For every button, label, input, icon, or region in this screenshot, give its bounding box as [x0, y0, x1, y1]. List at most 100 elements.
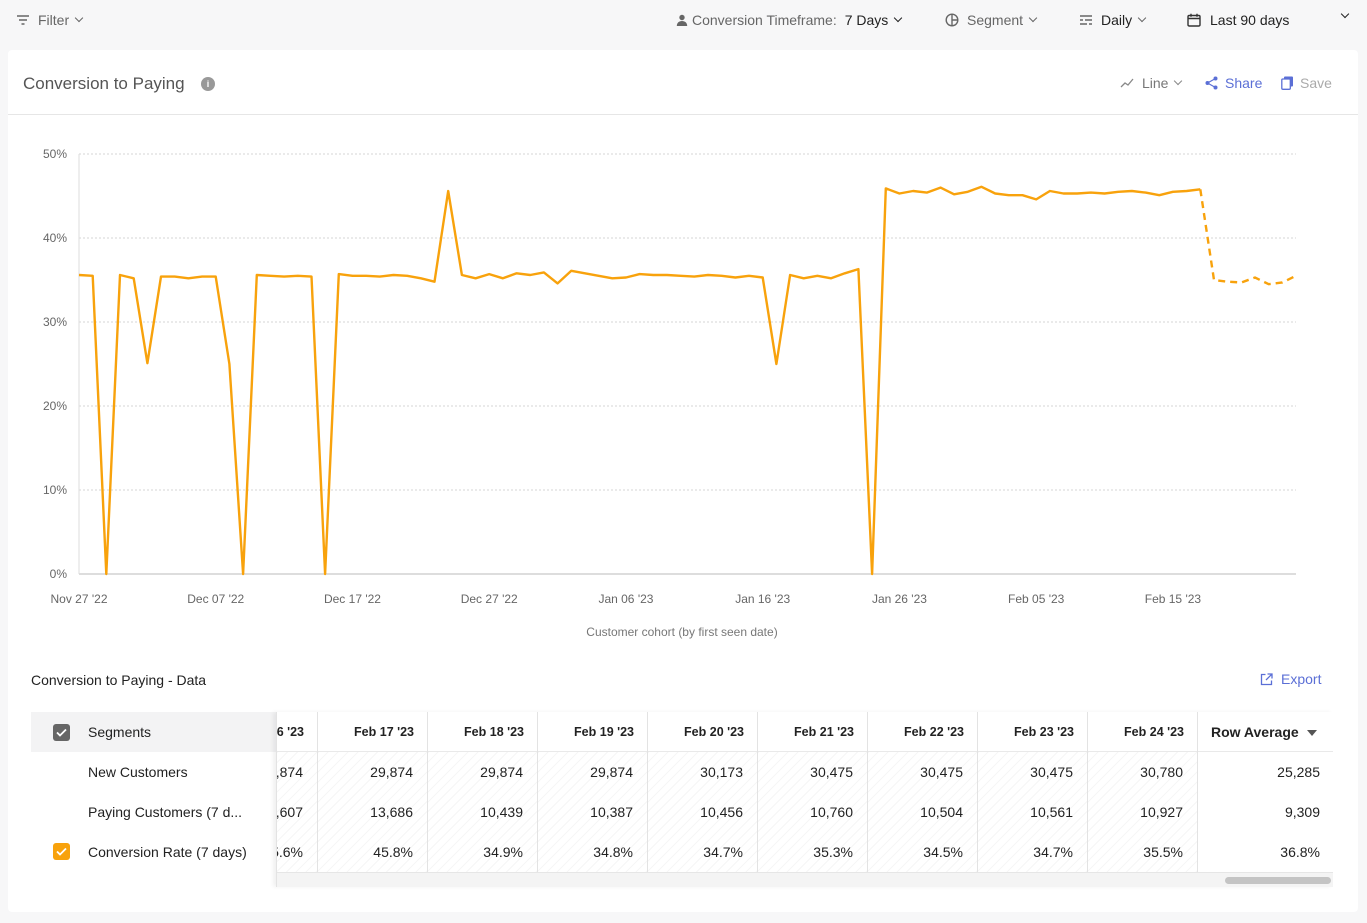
- table-cell: 34.8%: [593, 844, 633, 860]
- person-icon: [676, 14, 688, 26]
- table-cell: 29,874: [480, 764, 523, 780]
- date-range-label: Last 90 days: [1210, 12, 1290, 28]
- column-header[interactable]: Feb 19 '23: [538, 712, 647, 752]
- check-icon: [56, 847, 67, 856]
- y-tick-label: 10%: [43, 483, 67, 497]
- row-average-cell: 36.8%: [1280, 844, 1320, 860]
- x-tick-label: Jan 26 '23: [872, 592, 927, 606]
- table-cell: 29,874: [276, 764, 303, 780]
- check-icon: [56, 728, 67, 737]
- x-axis-title: Customer cohort (by first seen date): [586, 625, 777, 639]
- table-column: Feb 23 '23 30,475 10,561 34.7%: [978, 712, 1088, 872]
- segment-dropdown[interactable]: Segment: [945, 10, 1038, 30]
- chart-type-label: Line: [1142, 75, 1169, 91]
- table-column: Feb 22 '23 30,475 10,504 34.5%: [868, 712, 978, 872]
- table-cell: 10,456: [700, 804, 743, 820]
- table-cell: 34.9%: [483, 844, 523, 860]
- segment-icon: [945, 13, 959, 27]
- y-tick-label: 50%: [43, 147, 67, 161]
- x-tick-label: Jan 06 '23: [598, 592, 653, 606]
- y-tick-label: 30%: [43, 315, 67, 329]
- column-header[interactable]: Feb 17 '23: [318, 712, 427, 752]
- select-all-checkbox[interactable]: [53, 724, 70, 741]
- table-cell: 45.8%: [373, 844, 413, 860]
- table-cell: 30,780: [1140, 764, 1183, 780]
- table-cell: 34.7%: [703, 844, 743, 860]
- table-cell: 30,475: [1030, 764, 1073, 780]
- table-cell: 30,475: [920, 764, 963, 780]
- column-header[interactable]: Feb 18 '23: [428, 712, 537, 752]
- table-cell: 35.5%: [1143, 844, 1183, 860]
- table-cell: 10,927: [1140, 804, 1183, 820]
- x-tick-label: Dec 17 '22: [324, 592, 381, 606]
- column-header[interactable]: Feb 16 '23: [277, 712, 317, 752]
- table-column: Feb 16 '23 29,874 13,607 45.6%: [276, 712, 318, 872]
- table-cell: 10,387: [590, 804, 633, 820]
- table-column: Feb 20 '23 30,173 10,456 34.7%: [648, 712, 758, 872]
- x-tick-label: Feb 15 '23: [1145, 592, 1202, 606]
- conversion-rate-checkbox[interactable]: [53, 843, 70, 860]
- table-cell: 29,874: [370, 764, 413, 780]
- interval-icon: [1080, 15, 1092, 25]
- table-column: Feb 17 '23 29,874 13,686 45.8%: [318, 712, 428, 872]
- external-link-icon: [1260, 672, 1273, 685]
- column-header[interactable]: Feb 20 '23: [648, 712, 757, 752]
- table-cell: 30,475: [810, 764, 853, 780]
- save-copy-icon: [1281, 76, 1293, 90]
- table-column: Feb 19 '23 29,874 10,387 34.8%: [538, 712, 648, 872]
- row-average-label: Row Average: [1211, 724, 1299, 740]
- table-column: Feb 21 '23 30,475 10,760 35.3%: [758, 712, 868, 872]
- table-cell: 10,439: [480, 804, 523, 820]
- filter-button[interactable]: Filter: [16, 10, 84, 30]
- column-header[interactable]: Feb 21 '23: [758, 712, 867, 752]
- segment-row-paying-customers: Paying Customers (7 d...: [88, 804, 243, 820]
- column-header[interactable]: Feb 24 '23: [1088, 712, 1197, 752]
- date-range-dropdown[interactable]: Last 90 days: [1187, 9, 1352, 30]
- timeframe-label: Conversion Timeframe:: [692, 12, 837, 28]
- share-label: Share: [1225, 75, 1263, 91]
- scrollbar-thumb[interactable]: [1225, 877, 1331, 884]
- table-cell: 34.5%: [923, 844, 963, 860]
- series-projected-line: [1199, 189, 1297, 286]
- data-table-scroll-area[interactable]: Feb 16 '23 29,874 13,607 45.6% Feb 17 '23 29,…: [276, 712, 1333, 887]
- info-icon[interactable]: i: [201, 77, 215, 91]
- table-column: Feb 18 '23 29,874 10,439 34.9%: [428, 712, 538, 872]
- card-header: Conversion to Paying i Line Share Save: [8, 50, 1358, 115]
- table-cell: 10,504: [920, 804, 963, 820]
- chart-type-dropdown[interactable]: Line: [1120, 74, 1183, 92]
- card-title: Conversion to Paying: [23, 74, 185, 93]
- interval-label: Daily: [1101, 12, 1133, 28]
- y-tick-label: 40%: [43, 231, 67, 245]
- export-button[interactable]: Export: [1260, 671, 1321, 687]
- x-tick-label: Dec 27 '22: [461, 592, 518, 606]
- column-header[interactable]: Feb 23 '23: [978, 712, 1087, 752]
- conversion-line-chart: 0% 10% 20% 30% 40% 50% Nov 27 '22 Dec 07 '22 De…: [43, 147, 1297, 639]
- segment-label: Segment: [967, 12, 1024, 28]
- column-header[interactable]: Feb 22 '23: [868, 712, 977, 752]
- share-icon: [1205, 76, 1218, 90]
- calendar-icon: [1187, 13, 1201, 27]
- top-toolbar: Filter Conversion Timeframe: 7 Days Segm…: [0, 0, 1367, 40]
- y-tick-label: 20%: [43, 399, 67, 413]
- share-button[interactable]: Share: [1205, 74, 1262, 92]
- table-cell: 13,607: [276, 804, 303, 820]
- table-cell: 10,561: [1030, 804, 1073, 820]
- save-button[interactable]: Save: [1281, 74, 1332, 92]
- conversion-timeframe-dropdown[interactable]: Conversion Timeframe: 7 Days: [676, 10, 903, 30]
- row-average-column: Row Average 25,285 9,309 36.8%: [1198, 712, 1333, 872]
- table-cell: 29,874: [590, 764, 633, 780]
- export-label: Export: [1281, 671, 1322, 687]
- row-average-header[interactable]: Row Average: [1198, 712, 1333, 752]
- x-tick-label: Feb 05 '23: [1008, 592, 1065, 606]
- row-average-cell: 9,309: [1284, 804, 1320, 820]
- data-section-title: Conversion to Paying - Data: [31, 672, 207, 688]
- x-tick-label: Nov 27 '22: [51, 592, 108, 606]
- series-line: [78, 185, 1201, 576]
- sort-desc-icon: [1306, 730, 1317, 737]
- table-cell: 35.3%: [813, 844, 853, 860]
- horizontal-scrollbar[interactable]: [277, 872, 1333, 887]
- y-tick-label: 0%: [50, 567, 68, 581]
- segments-header-label: Segments: [88, 724, 152, 740]
- interval-dropdown[interactable]: Daily: [1079, 10, 1147, 30]
- x-tick-label: Dec 07 '22: [187, 592, 244, 606]
